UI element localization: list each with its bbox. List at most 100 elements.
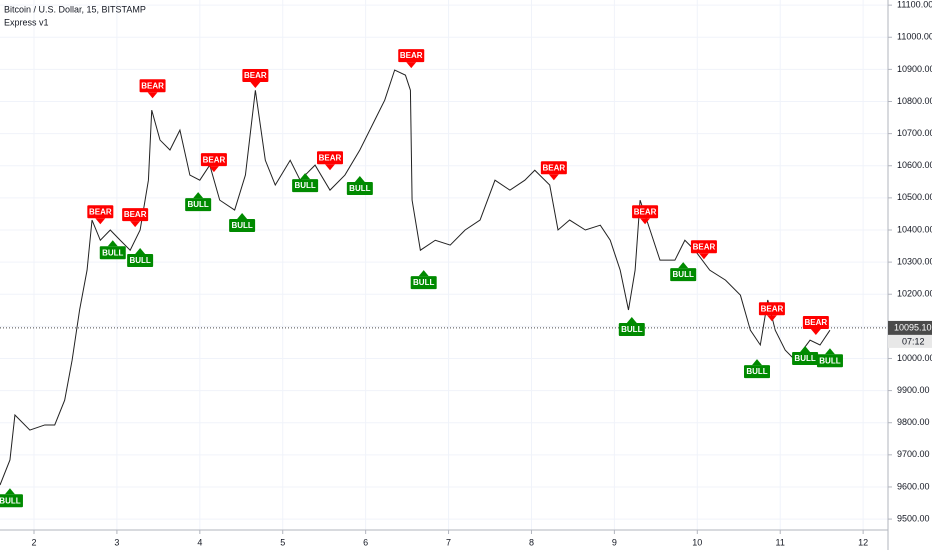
signal-text: BULL bbox=[746, 367, 767, 376]
signal-pointer bbox=[418, 270, 429, 277]
signal-box bbox=[743, 365, 770, 379]
signal-label: BEAR bbox=[690, 240, 717, 260]
signal-box bbox=[758, 302, 785, 316]
signal-box bbox=[185, 198, 212, 212]
x-tick-label: 5 bbox=[280, 537, 285, 547]
last-price-label: 10095.10 bbox=[894, 322, 932, 332]
indicator-name: Express v1 bbox=[4, 17, 49, 27]
signal-box bbox=[139, 79, 166, 93]
signal-label: BEAR bbox=[398, 49, 425, 69]
x-tick-label: 6 bbox=[363, 537, 368, 547]
signal-text: BEAR bbox=[244, 71, 267, 80]
signal-label: BULL bbox=[792, 345, 819, 365]
signal-pointer bbox=[324, 164, 335, 171]
y-tick-label: 10000.00 bbox=[897, 353, 932, 363]
chart-title: Bitcoin / U.S. Dollar, 15, BITSTAMP bbox=[4, 4, 146, 14]
y-tick-label: 10900.00 bbox=[897, 64, 932, 74]
y-tick-label: 9900.00 bbox=[897, 385, 930, 395]
signal-box bbox=[410, 276, 437, 290]
signal-pointer bbox=[208, 166, 219, 173]
signal-text: BEAR bbox=[634, 207, 657, 216]
signal-box bbox=[87, 205, 114, 219]
signal-pointer bbox=[548, 174, 559, 181]
signal-label: BEAR bbox=[632, 205, 659, 225]
signal-label: BULL bbox=[127, 247, 154, 267]
signal-label: BULL bbox=[99, 240, 126, 260]
signal-box bbox=[792, 351, 819, 365]
signal-label: BULL bbox=[410, 270, 437, 290]
countdown-box bbox=[888, 334, 932, 348]
signal-label: BULL bbox=[743, 359, 770, 379]
y-tick-label: 10300.00 bbox=[897, 256, 932, 266]
signal-text: BEAR bbox=[805, 318, 828, 327]
y-tick-label: 9700.00 bbox=[897, 449, 930, 459]
y-tick-label: 10200.00 bbox=[897, 289, 932, 299]
signal-text: BEAR bbox=[203, 155, 226, 164]
signal-box bbox=[670, 268, 697, 282]
signal-box bbox=[398, 49, 425, 63]
signal-label: BEAR bbox=[316, 151, 343, 171]
signal-text: BULL bbox=[621, 325, 642, 334]
y-tick-label: 10700.00 bbox=[897, 128, 932, 138]
signal-pointer bbox=[698, 253, 709, 260]
signal-pointer bbox=[810, 329, 821, 336]
signal-box bbox=[802, 316, 829, 330]
signal-pointer bbox=[300, 173, 311, 180]
signal-text: BULL bbox=[413, 278, 434, 287]
signal-pointer bbox=[4, 488, 15, 495]
signal-text: BULL bbox=[231, 221, 252, 230]
signal-pointer bbox=[640, 218, 651, 225]
signal-pointer bbox=[626, 317, 637, 324]
signal-label: BULL bbox=[816, 348, 843, 368]
y-tick-label: 10600.00 bbox=[897, 160, 932, 170]
signal-label: BULL bbox=[229, 212, 256, 232]
signal-text: BEAR bbox=[400, 51, 423, 60]
y-tick-label: 9600.00 bbox=[897, 481, 930, 491]
y-tick-label: 11000.00 bbox=[897, 32, 932, 42]
signal-box bbox=[632, 205, 659, 219]
signal-label: BEAR bbox=[242, 69, 269, 89]
signal-pointer bbox=[250, 82, 261, 89]
signal-box bbox=[99, 246, 126, 260]
signal-box bbox=[618, 323, 645, 337]
signal-box bbox=[242, 69, 269, 83]
signal-box bbox=[127, 253, 154, 267]
signal-text: BEAR bbox=[543, 163, 566, 172]
signal-text: BULL bbox=[349, 184, 370, 193]
signal-text: BULL bbox=[794, 354, 815, 363]
signal-label: BULL bbox=[185, 192, 212, 212]
signal-box bbox=[316, 151, 343, 165]
price-line bbox=[0, 69, 831, 486]
x-tick-label: 8 bbox=[529, 537, 534, 547]
signal-box bbox=[690, 240, 717, 254]
y-tick-label: 10800.00 bbox=[897, 96, 932, 106]
signal-label: BEAR bbox=[200, 153, 227, 173]
x-tick-label: 12 bbox=[858, 537, 868, 547]
x-tick-label: 3 bbox=[114, 537, 119, 547]
signal-pointer bbox=[406, 62, 417, 69]
signal-box bbox=[346, 182, 373, 196]
y-tick-label: 10400.00 bbox=[897, 224, 932, 234]
signal-box bbox=[200, 153, 227, 167]
x-tick-label: 2 bbox=[31, 537, 36, 547]
signal-pointer bbox=[800, 345, 811, 352]
signal-label: BEAR bbox=[139, 79, 166, 99]
signal-pointer bbox=[147, 92, 158, 99]
signal-pointer bbox=[678, 262, 689, 269]
y-tick-label: 11100.00 bbox=[897, 0, 932, 10]
signal-label: BULL bbox=[346, 176, 373, 196]
signal-text: BEAR bbox=[319, 153, 342, 162]
signal-text: BEAR bbox=[141, 81, 164, 90]
signal-label: BULL bbox=[670, 262, 697, 282]
signal-pointer bbox=[130, 221, 141, 228]
signal-label: BEAR bbox=[87, 205, 114, 225]
signal-text: BEAR bbox=[124, 210, 147, 219]
signal-label: BEAR bbox=[758, 302, 785, 322]
signal-text: BEAR bbox=[693, 242, 716, 251]
signal-label: BEAR bbox=[802, 316, 829, 336]
signal-pointer bbox=[766, 315, 777, 322]
signal-pointer bbox=[193, 192, 204, 199]
signal-text: BULL bbox=[819, 356, 840, 365]
last-price-box bbox=[888, 320, 932, 335]
signal-box bbox=[540, 161, 567, 175]
